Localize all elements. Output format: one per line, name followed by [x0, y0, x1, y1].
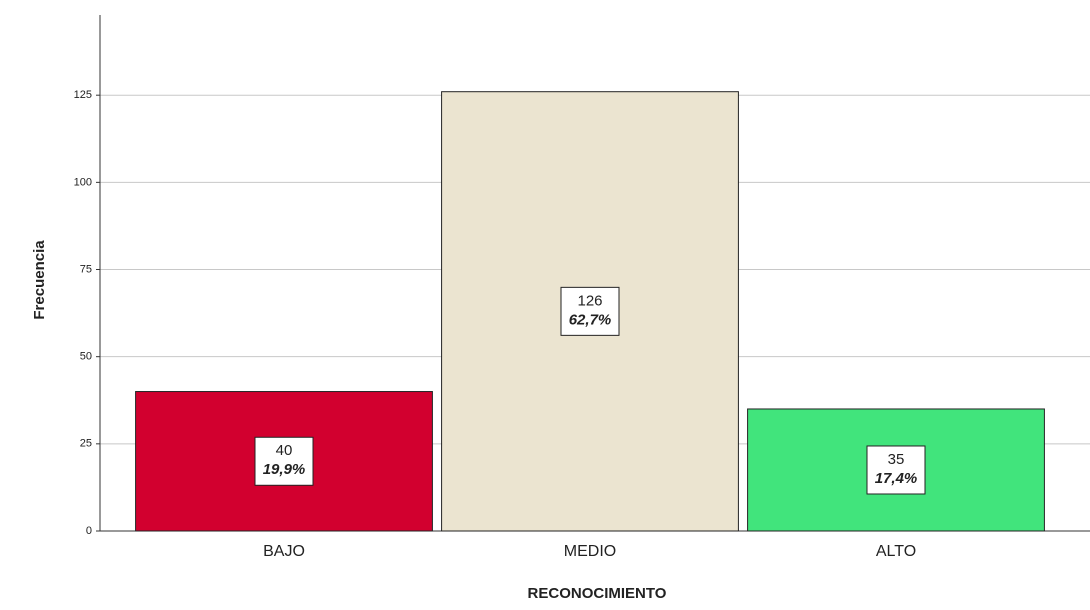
x-tick-label: ALTO: [876, 543, 916, 560]
value-label: 35: [888, 451, 905, 468]
y-tick-label: 0: [86, 525, 92, 537]
label-box: [254, 436, 314, 486]
percent-label: 19,9%: [263, 461, 306, 478]
y-tick-label: 75: [80, 263, 92, 275]
x-tick-label: BAJO: [263, 543, 305, 560]
y-tick-label: 125: [74, 89, 92, 101]
y-tick-label: 50: [80, 351, 92, 363]
value-label: 40: [276, 442, 293, 459]
x-tick-label: MEDIO: [564, 543, 616, 560]
y-tick-label: 100: [74, 176, 92, 188]
x-axis-title: RECONOCIMIENTO: [528, 585, 667, 602]
percent-label: 62,7%: [569, 311, 612, 328]
label-box: [560, 286, 620, 336]
value-label: 126: [577, 292, 602, 309]
y-axis-title: Frecuencia: [31, 240, 48, 320]
label-box: [866, 445, 926, 495]
percent-label: 17,4%: [875, 470, 918, 487]
y-tick-label: 25: [80, 438, 92, 450]
